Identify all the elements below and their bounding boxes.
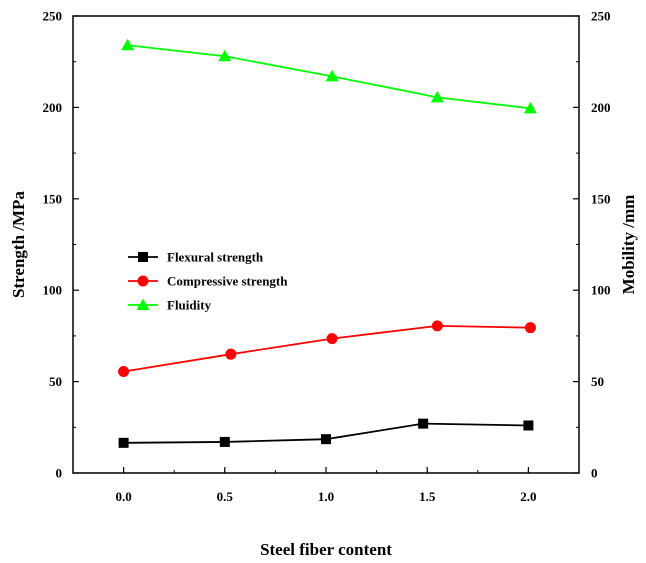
y-tick-label: 50 — [49, 374, 62, 389]
legend: Flexural strength Compressive strength Flu… — [128, 250, 288, 313]
data-point — [431, 320, 443, 332]
y2-tick-label: 100 — [591, 283, 611, 298]
series-compressive-strength — [118, 320, 536, 378]
series-flexural-strength — [118, 418, 534, 448]
x-axis-title: Steel fiber content — [260, 540, 392, 559]
data-point — [218, 49, 232, 62]
y2-tick-label: 200 — [591, 100, 611, 115]
series-layer — [118, 38, 537, 448]
data-point — [118, 437, 129, 448]
data-point — [325, 69, 339, 82]
data-point — [524, 322, 536, 334]
legend-item: Flexural strength — [128, 250, 264, 265]
data-point — [523, 101, 537, 114]
data-point — [418, 418, 429, 429]
y2-tick-label: 150 — [591, 191, 611, 206]
y-tick-label: 100 — [43, 283, 63, 298]
data-point — [326, 333, 338, 345]
y-axis-title-left: Strength /MPa — [9, 191, 28, 298]
plot-border — [72, 15, 580, 474]
data-point — [430, 90, 444, 103]
x-axis: 0.0 0.5 1.0 1.5 2.0 — [72, 467, 580, 504]
legend-label: Flexural strength — [167, 250, 264, 265]
y-axis-left: 0 50 100 150 200 250 — [43, 9, 79, 481]
y-tick-label: 200 — [43, 100, 63, 115]
legend-marker — [136, 298, 150, 310]
legend-marker — [137, 275, 149, 287]
data-point — [523, 420, 534, 431]
plot-frame — [72, 15, 580, 474]
legend-label: Compressive strength — [167, 274, 288, 289]
y-tick-label: 0 — [56, 466, 63, 481]
y-tick-label: 150 — [43, 191, 63, 206]
legend-marker — [138, 252, 148, 262]
data-point — [225, 348, 237, 360]
x-tick-label: 0.0 — [115, 489, 131, 504]
x-tick-label: 2.0 — [520, 489, 536, 504]
y2-tick-label: 250 — [591, 9, 611, 24]
x-tick-label: 1.0 — [318, 489, 334, 504]
y2-tick-label: 50 — [591, 374, 604, 389]
legend-item: Fluidity — [128, 298, 212, 313]
data-point — [121, 38, 135, 51]
x-tick-label: 1.5 — [419, 489, 436, 504]
data-point — [118, 366, 130, 378]
data-point — [219, 436, 230, 447]
x-tick-label: 0.5 — [217, 489, 234, 504]
legend-label: Fluidity — [167, 298, 212, 313]
y-axis-right: 0 50 100 150 200 250 — [573, 9, 611, 481]
series-line — [123, 324, 531, 373]
series-fluidity — [121, 38, 537, 114]
y2-tick-label: 0 — [591, 466, 598, 481]
y-tick-label: 250 — [43, 9, 63, 24]
legend-item: Compressive strength — [128, 274, 288, 289]
data-point — [321, 434, 331, 445]
y-axis-title-right: Mobility /mm — [619, 195, 638, 295]
